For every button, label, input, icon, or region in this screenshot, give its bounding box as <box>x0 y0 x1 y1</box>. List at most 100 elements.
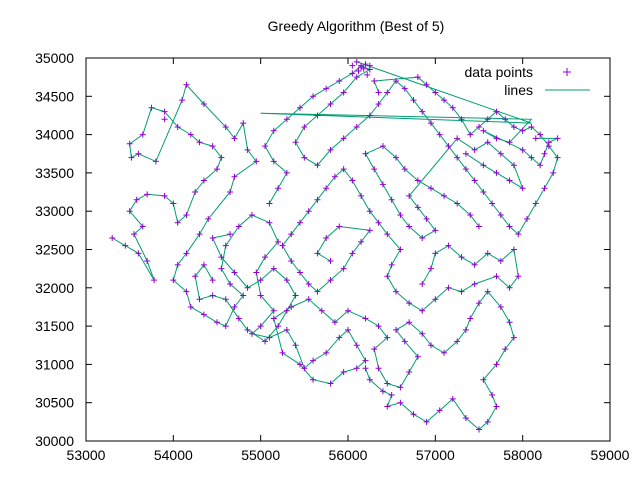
data-point <box>292 139 299 146</box>
data-point <box>493 169 500 176</box>
data-point <box>454 200 461 207</box>
data-point <box>174 123 181 130</box>
data-point <box>362 61 369 68</box>
data-point <box>349 250 356 257</box>
data-point <box>358 64 365 71</box>
point-series-group <box>109 58 561 433</box>
data-point <box>218 154 225 161</box>
y-tick-label: 34000 <box>35 127 74 143</box>
x-tick-label: 59000 <box>591 447 630 463</box>
data-point <box>366 62 373 69</box>
data-point <box>227 189 234 196</box>
data-point <box>183 81 190 88</box>
x-tick-label: 57000 <box>416 447 455 463</box>
data-point <box>240 292 247 299</box>
data-point <box>432 250 439 257</box>
data-point <box>314 112 321 119</box>
data-point <box>506 139 513 146</box>
data-point <box>515 273 522 280</box>
data-point <box>462 150 469 157</box>
data-point <box>340 89 347 96</box>
data-point <box>427 120 434 127</box>
x-tick-label: 54000 <box>154 447 193 463</box>
chart-title: Greedy Algorithm (Best of 5) <box>268 18 445 34</box>
data-point <box>484 250 491 257</box>
data-point <box>128 154 135 161</box>
data-point <box>336 334 343 341</box>
data-point <box>318 307 325 314</box>
data-point <box>532 200 539 207</box>
data-point <box>489 200 496 207</box>
data-point <box>423 81 430 88</box>
data-point <box>510 123 517 130</box>
data-point <box>126 208 133 215</box>
data-point <box>362 150 369 157</box>
data-point <box>144 257 151 264</box>
y-tick-label: 33000 <box>35 203 74 219</box>
data-point <box>449 395 456 402</box>
data-point <box>305 296 312 303</box>
data-point <box>366 376 373 383</box>
data-point <box>362 357 369 364</box>
data-point <box>489 392 496 399</box>
data-point <box>327 277 334 284</box>
data-point <box>244 146 251 153</box>
x-tick-label: 55000 <box>241 447 280 463</box>
data-point <box>379 143 386 150</box>
data-point <box>358 238 365 245</box>
legend-label-data-points: data points <box>465 64 534 80</box>
data-point <box>205 215 212 222</box>
data-point <box>554 135 561 142</box>
data-point <box>240 120 247 127</box>
data-point <box>397 246 404 253</box>
data-point <box>231 135 238 142</box>
data-point <box>419 235 426 242</box>
data-point <box>323 349 330 356</box>
data-point <box>393 154 400 161</box>
line-series-lines-4 <box>364 137 524 239</box>
data-point <box>362 315 369 322</box>
data-point <box>262 338 269 345</box>
data-point <box>214 166 220 173</box>
data-point <box>471 261 478 268</box>
data-point <box>541 150 548 157</box>
data-point <box>493 108 500 115</box>
data-point <box>506 284 513 291</box>
data-point <box>296 361 303 368</box>
data-point <box>419 330 426 337</box>
data-point <box>432 89 439 96</box>
data-point <box>358 192 365 199</box>
data-point <box>484 288 491 295</box>
data-point <box>283 169 290 176</box>
data-point <box>423 215 430 222</box>
data-point <box>353 74 360 81</box>
data-point <box>257 323 264 330</box>
data-point <box>345 326 351 333</box>
x-tick-label: 56000 <box>329 447 368 463</box>
y-tick-label: 34500 <box>35 88 74 104</box>
data-point <box>445 143 452 150</box>
data-point <box>532 135 539 142</box>
data-point <box>502 116 509 123</box>
data-point <box>484 116 491 123</box>
data-point <box>458 288 465 295</box>
data-point <box>550 169 557 176</box>
data-point <box>467 131 474 138</box>
data-point <box>471 146 478 153</box>
data-point <box>340 166 347 173</box>
data-point <box>393 288 400 295</box>
data-point <box>406 192 413 199</box>
data-point <box>476 223 482 230</box>
data-point <box>384 89 391 96</box>
data-point <box>144 191 151 198</box>
data-point <box>414 204 421 211</box>
data-point <box>292 342 299 349</box>
data-point <box>476 300 482 307</box>
data-point <box>484 418 491 425</box>
y-tick-label: 35000 <box>35 50 74 66</box>
data-point <box>410 411 417 418</box>
data-point <box>200 100 207 107</box>
data-point <box>170 277 177 284</box>
data-point <box>327 146 334 153</box>
